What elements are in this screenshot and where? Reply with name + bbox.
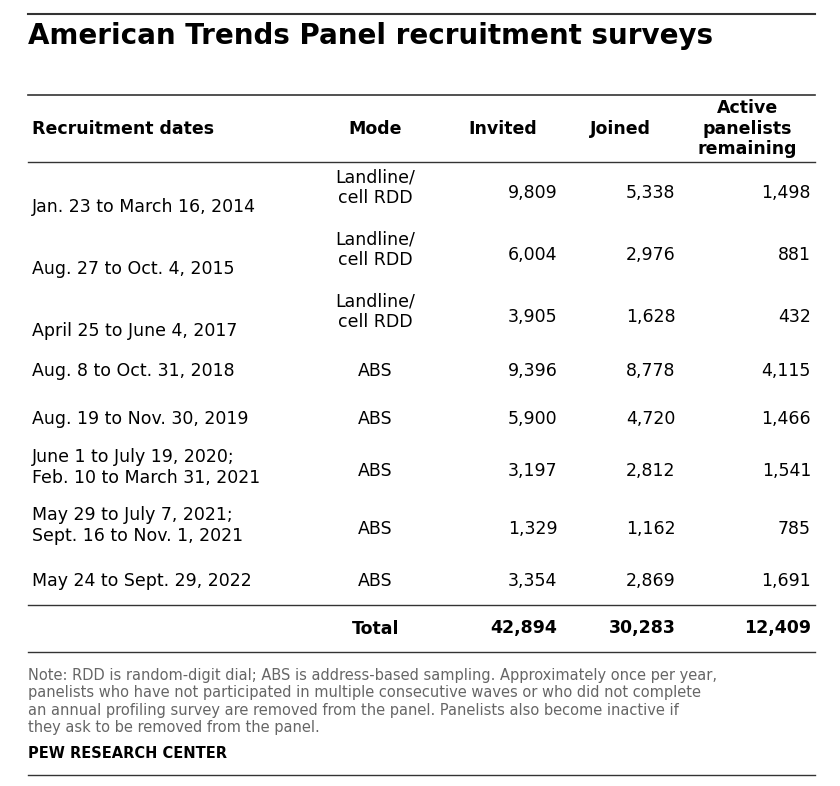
Text: ABS: ABS bbox=[359, 572, 393, 590]
Text: 30,283: 30,283 bbox=[609, 619, 675, 637]
Text: 3,905: 3,905 bbox=[508, 308, 558, 326]
Text: April 25 to June 4, 2017: April 25 to June 4, 2017 bbox=[32, 322, 238, 340]
Text: 3,197: 3,197 bbox=[508, 462, 558, 480]
Text: 12,409: 12,409 bbox=[744, 619, 811, 637]
Text: PEW RESEARCH CENTER: PEW RESEARCH CENTER bbox=[28, 746, 227, 761]
Text: 881: 881 bbox=[778, 246, 811, 264]
Text: Landline/
cell RDD: Landline/ cell RDD bbox=[336, 230, 416, 269]
Text: Total: Total bbox=[352, 619, 399, 637]
Text: Aug. 27 to Oct. 4, 2015: Aug. 27 to Oct. 4, 2015 bbox=[32, 260, 234, 278]
Text: Aug. 8 to Oct. 31, 2018: Aug. 8 to Oct. 31, 2018 bbox=[32, 362, 234, 380]
Text: 6,004: 6,004 bbox=[508, 246, 558, 264]
Text: June 1 to July 19, 2020;
Feb. 10 to March 31, 2021: June 1 to July 19, 2020; Feb. 10 to Marc… bbox=[32, 448, 260, 487]
Text: 1,691: 1,691 bbox=[761, 572, 811, 590]
Text: Landline/
cell RDD: Landline/ cell RDD bbox=[336, 292, 416, 331]
Text: May 29 to July 7, 2021;
Sept. 16 to Nov. 1, 2021: May 29 to July 7, 2021; Sept. 16 to Nov.… bbox=[32, 506, 243, 545]
Text: Mode: Mode bbox=[349, 119, 402, 138]
Text: ABS: ABS bbox=[359, 410, 393, 428]
Text: 2,976: 2,976 bbox=[626, 246, 675, 264]
Text: American Trends Panel recruitment surveys: American Trends Panel recruitment survey… bbox=[28, 22, 713, 50]
Text: 5,338: 5,338 bbox=[626, 184, 675, 202]
Text: 432: 432 bbox=[778, 308, 811, 326]
Text: Invited: Invited bbox=[468, 119, 537, 138]
Text: Active
panelists
remaining: Active panelists remaining bbox=[697, 99, 797, 158]
Text: ABS: ABS bbox=[359, 462, 393, 480]
Text: 9,396: 9,396 bbox=[507, 362, 558, 380]
Text: Landline/
cell RDD: Landline/ cell RDD bbox=[336, 168, 416, 207]
Text: ABS: ABS bbox=[359, 362, 393, 380]
Text: 2,869: 2,869 bbox=[626, 572, 675, 590]
Text: 42,894: 42,894 bbox=[491, 619, 558, 637]
Text: 9,809: 9,809 bbox=[507, 184, 558, 202]
Text: 1,466: 1,466 bbox=[761, 410, 811, 428]
Text: Note: RDD is random-digit dial; ABS is address-based sampling. Approximately onc: Note: RDD is random-digit dial; ABS is a… bbox=[28, 668, 717, 735]
Text: 4,115: 4,115 bbox=[762, 362, 811, 380]
Text: 785: 785 bbox=[778, 520, 811, 538]
Text: May 24 to Sept. 29, 2022: May 24 to Sept. 29, 2022 bbox=[32, 572, 252, 590]
Text: 1,329: 1,329 bbox=[508, 520, 558, 538]
Text: 4,720: 4,720 bbox=[626, 410, 675, 428]
Text: Jan. 23 to March 16, 2014: Jan. 23 to March 16, 2014 bbox=[32, 198, 256, 216]
Text: 1,498: 1,498 bbox=[762, 184, 811, 202]
Text: ABS: ABS bbox=[359, 520, 393, 538]
Text: Joined: Joined bbox=[590, 119, 651, 138]
Text: 2,812: 2,812 bbox=[626, 462, 675, 480]
Text: 1,628: 1,628 bbox=[626, 308, 675, 326]
Text: Recruitment dates: Recruitment dates bbox=[32, 119, 214, 138]
Text: 8,778: 8,778 bbox=[626, 362, 675, 380]
Text: 1,541: 1,541 bbox=[762, 462, 811, 480]
Text: 3,354: 3,354 bbox=[508, 572, 558, 590]
Text: 5,900: 5,900 bbox=[508, 410, 558, 428]
Text: Aug. 19 to Nov. 30, 2019: Aug. 19 to Nov. 30, 2019 bbox=[32, 410, 249, 428]
Text: 1,162: 1,162 bbox=[626, 520, 675, 538]
